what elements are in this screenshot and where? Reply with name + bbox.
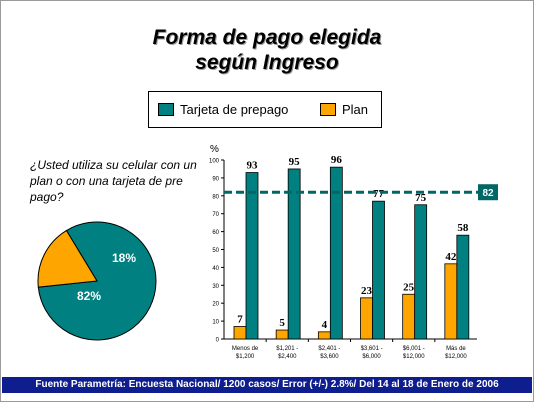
- data-label-prepaid: 95: [289, 156, 301, 168]
- bar-plan: [317, 331, 331, 340]
- x-tick-label-line-2: $2,400: [278, 354, 297, 360]
- y-tick-label: 20: [212, 302, 219, 308]
- data-label-plan: 42: [445, 251, 457, 263]
- y-tick-label: 0: [216, 338, 220, 344]
- x-tick-label-line-1: $6,001 -: [403, 346, 425, 352]
- y-tick-label: 80: [212, 194, 219, 200]
- data-label-prepaid: 58: [457, 222, 469, 234]
- bar-prepaid: [414, 204, 428, 340]
- bar-prepaid: [245, 172, 259, 340]
- data-label-prepaid: 96: [331, 154, 343, 166]
- legend-label-prepaid: Tarjeta de prepago: [180, 102, 289, 117]
- bar-prepaid: [287, 168, 301, 340]
- y-tick-label: 10: [212, 320, 219, 326]
- bar-plan: [360, 297, 373, 340]
- data-label-prepaid: 93: [247, 160, 259, 172]
- data-label-plan: 23: [361, 285, 373, 297]
- data-label-plan: 7: [237, 313, 243, 325]
- data-label-prepaid: 77: [373, 188, 385, 200]
- bar-plan: [233, 326, 247, 340]
- data-label-prepaid: 75: [415, 192, 427, 204]
- bar-plan: [402, 293, 416, 340]
- legend: Tarjeta de prepago Plan: [148, 91, 382, 128]
- reference-line-label: 82: [482, 188, 494, 199]
- survey-question: ¿Usted utiliza su celular con un plan o …: [30, 158, 197, 204]
- x-tick-label-line-2: $12,000: [403, 354, 425, 360]
- y-tick-label: 50: [212, 248, 219, 254]
- pie-label-plan: 18%: [112, 251, 136, 265]
- legend-swatch-plan: [320, 103, 336, 116]
- x-tick-label-line-2: $3,600: [320, 354, 339, 360]
- chart-title-line-2: según Ingreso: [195, 51, 339, 74]
- x-tick-label-line-1: Menos de: [232, 346, 259, 352]
- x-tick-label-line-1: $2,401 -: [318, 346, 340, 352]
- y-tick-label: 60: [212, 230, 219, 236]
- bar-prepaid: [372, 200, 385, 340]
- x-tick-label-line-1: $1,201 -: [276, 346, 298, 352]
- data-label-plan: 25: [403, 281, 415, 293]
- x-tick-label-line-2: $12,000: [445, 354, 467, 360]
- y-tick-label: 40: [212, 266, 219, 272]
- reference-line-label-box: [478, 184, 498, 201]
- x-tick-label-line-1: $3,601 -: [361, 346, 383, 352]
- x-tick-label-line-2: $1,200: [236, 354, 255, 360]
- bar-plan: [275, 329, 289, 340]
- pie-label-prepaid: 82%: [77, 289, 101, 303]
- source-footer: Fuente Parametría: Encuesta Nacional/ 12…: [2, 377, 532, 393]
- y-axis-label: %: [210, 144, 219, 155]
- legend-label-plan: Plan: [342, 102, 369, 117]
- chart-title-line-1: Forma de pago elegida: [152, 26, 382, 49]
- legend-swatch-prepaid: [158, 103, 174, 116]
- pie-slice-plan: [37, 229, 98, 288]
- y-tick-label: 30: [212, 284, 219, 290]
- x-tick-label-line-1: Más de: [446, 346, 466, 352]
- x-tick-label-line-2: $6,000: [362, 354, 381, 360]
- bar-prepaid: [456, 234, 470, 340]
- y-tick-label: 70: [212, 212, 219, 218]
- data-label-plan: 5: [279, 317, 285, 329]
- y-tick-label: 90: [212, 176, 219, 182]
- y-tick-label: 100: [209, 159, 220, 165]
- bar-plan: [444, 263, 458, 340]
- bar-prepaid: [329, 166, 343, 340]
- data-label-plan: 4: [322, 319, 328, 331]
